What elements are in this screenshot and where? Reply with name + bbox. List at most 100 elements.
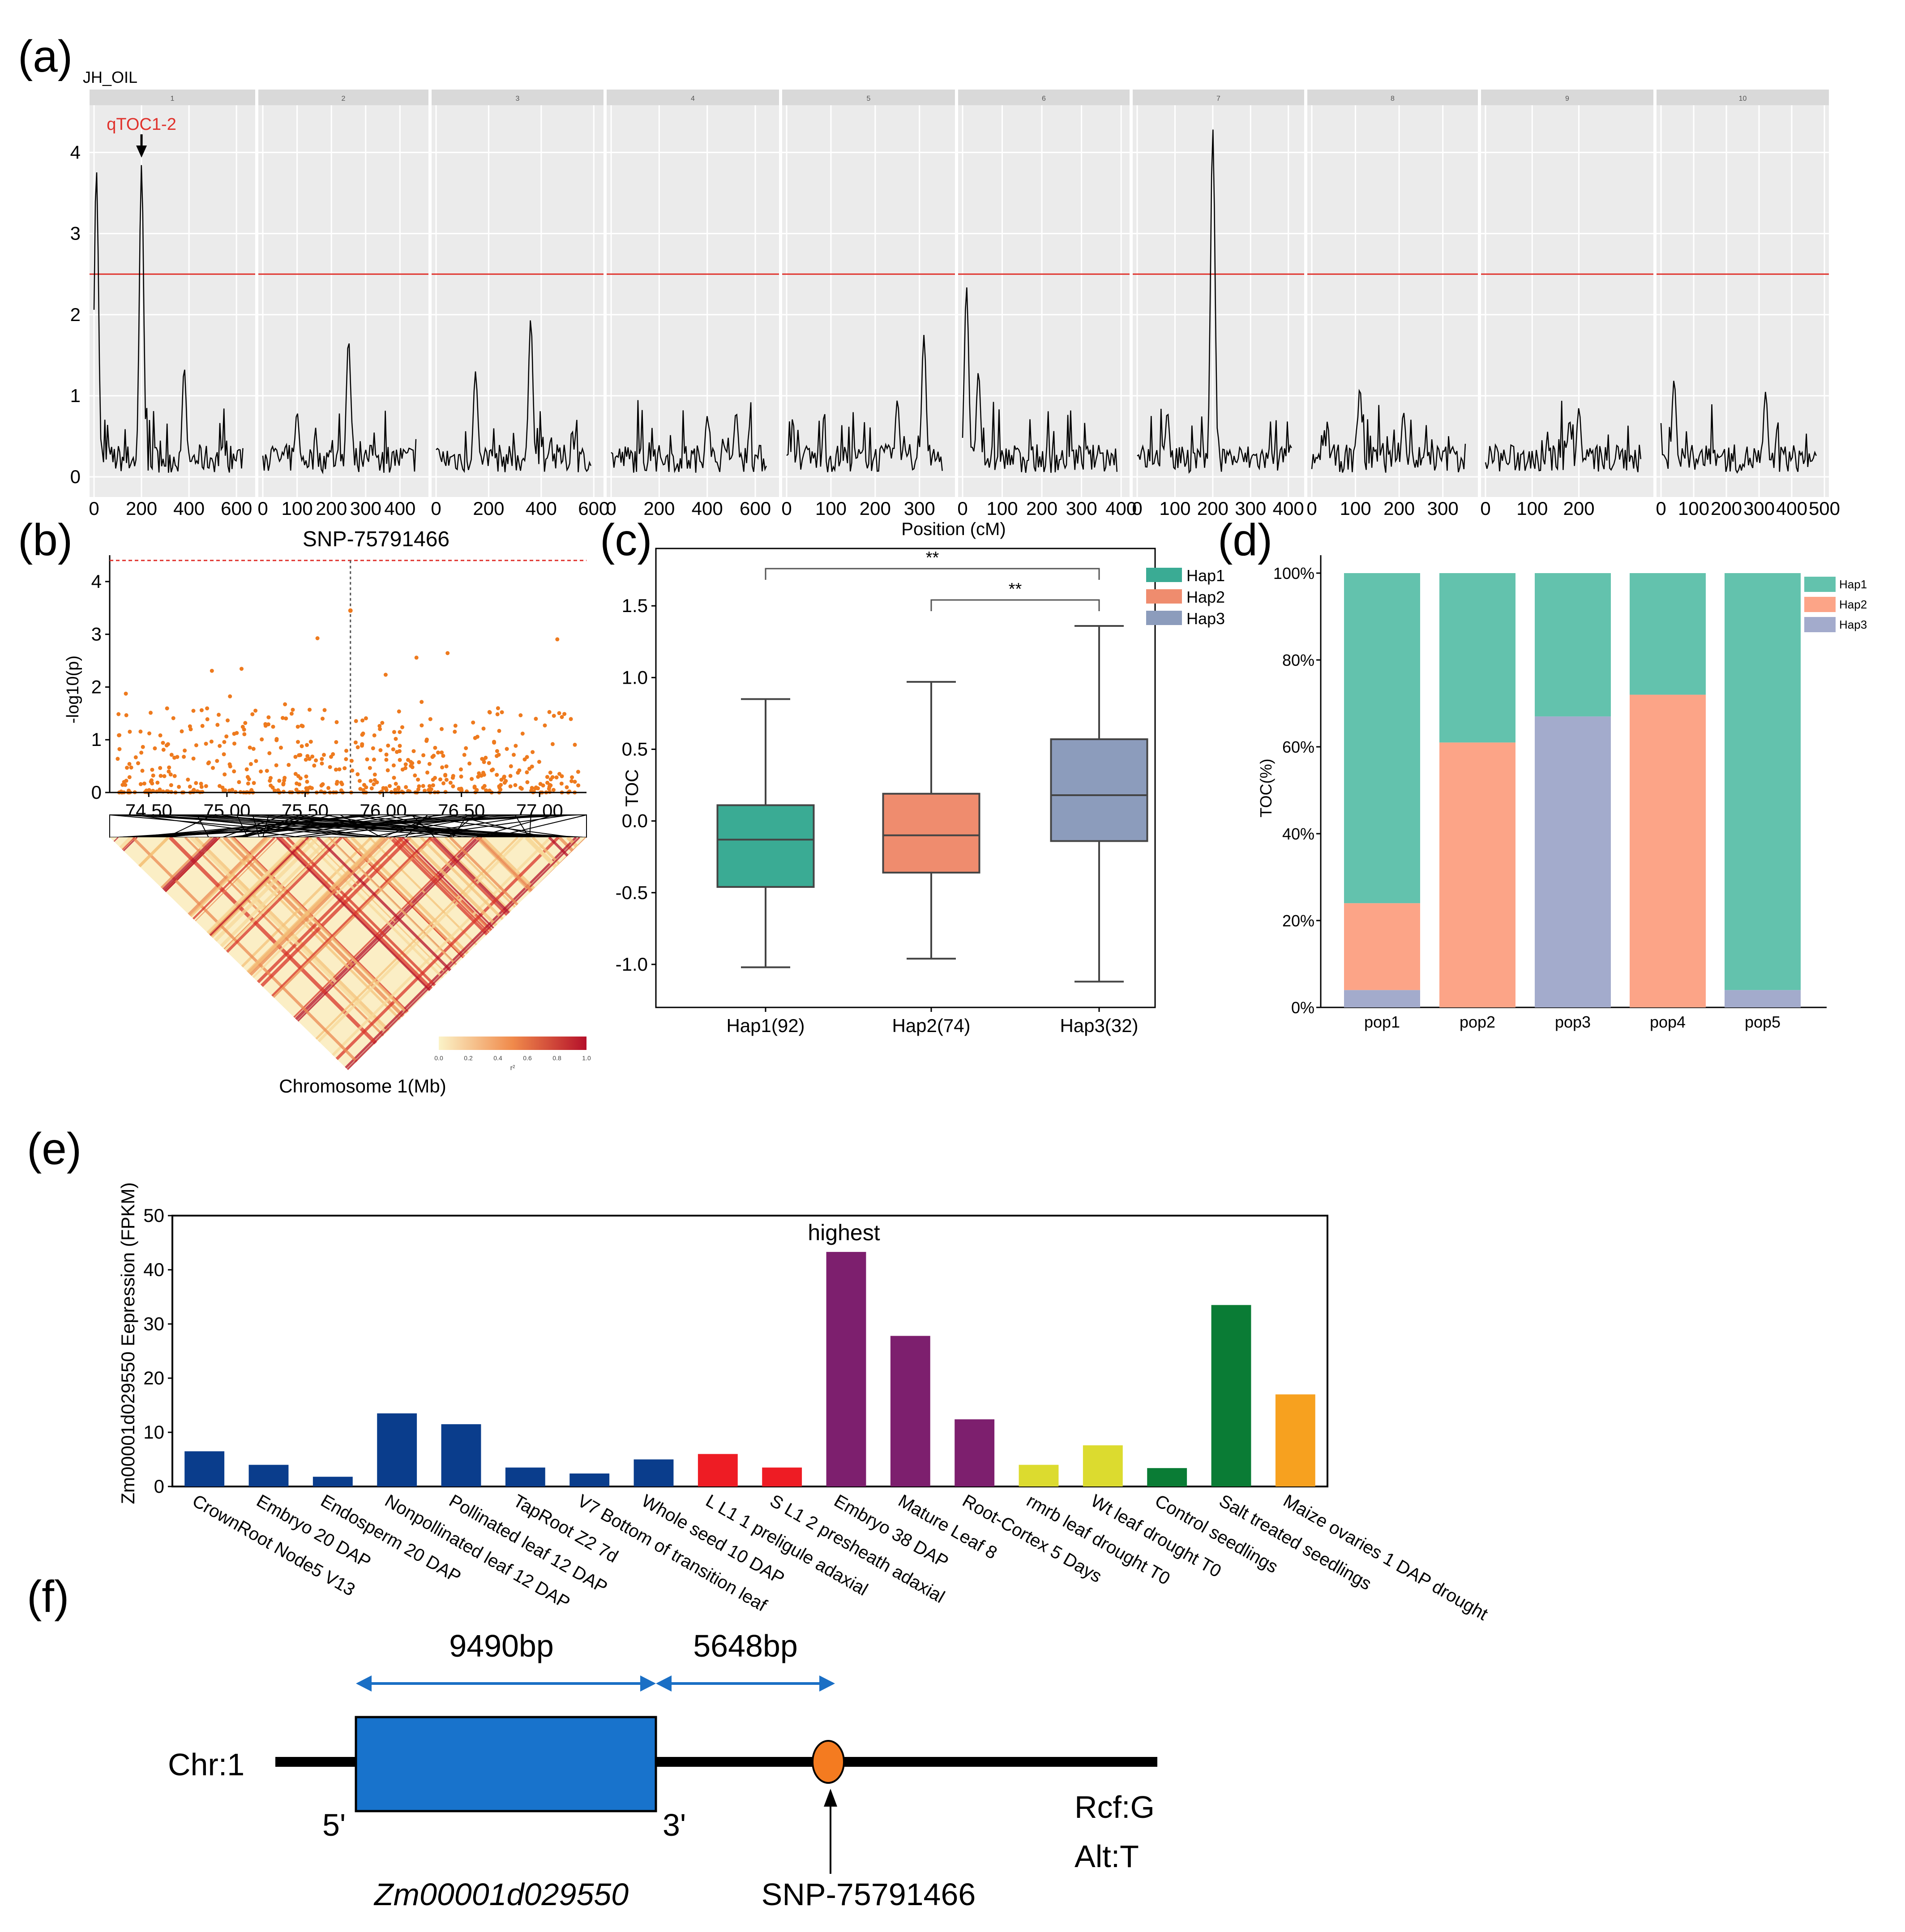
x-tick-label: 0 [781,498,792,519]
snp-point [479,774,484,778]
snp-point [194,781,198,785]
snp-point [116,757,120,761]
snp-point [129,765,133,770]
ld-connector-band [109,814,587,838]
snp-point [355,745,360,750]
chromosome-panel-bg [958,105,1130,497]
y-tick-label: 0 [70,466,81,487]
x-tick-label: 300 [1066,498,1097,519]
snp-point [293,772,298,776]
snp-point [530,786,534,790]
haplotype-frequency-panel: TOC(%) 0% 20% 40% 60% 80% 100% pop1 pop2 pop3 pop… [1257,555,1867,1031]
snp-point [471,720,475,725]
snp-point [354,719,358,723]
qtl-annotation-arrow-head [136,146,147,158]
snp-marker [812,1740,845,1784]
stacked-bar-segment [1725,990,1801,1007]
snp-point [573,780,577,784]
snp-point [497,753,501,757]
snp-point [448,780,453,785]
snp-point [240,667,244,671]
snp-point [263,724,268,728]
snp-point [269,776,273,780]
x-tick-label: 0 [1480,498,1490,519]
snp-point [416,787,420,792]
snp-point [349,758,354,763]
snp-point [226,718,230,723]
chromosome-strip-label: 1 [171,95,175,103]
snp-point [199,781,203,786]
ld-stripe [481,837,586,1070]
y-tick-label: 0 [154,1476,164,1497]
x-tick-label: 100 [1340,498,1371,519]
snp-point [232,769,236,774]
snp-point [440,750,444,755]
snp-point [360,733,364,737]
y-tick-label: 1.5 [622,595,648,616]
ld-legend-tick: 0.8 [552,1054,561,1062]
snp-point [142,781,146,786]
snp-point [440,765,445,770]
snp-point [492,741,497,745]
x-tick-label: pop2 [1460,1013,1495,1031]
y-tick-label: 20% [1282,912,1314,930]
x-tick-label: 200 [643,498,675,519]
gene-structure-panel: 9490bp 5648bp Chr:1 5' 3' Zm00001d029550… [168,1628,1157,1912]
expression-y-axis-title: Zm00001d029550 Eepression (FPKM) [117,1182,138,1504]
snp-point [153,746,157,750]
dist-arrow-1-head-right [640,1675,656,1692]
snp-point [183,748,187,753]
snp-point [194,743,198,747]
dist-arrow-1-head-left [356,1675,372,1692]
snp-point [139,750,144,755]
snp-point [191,709,196,713]
x-tick-label: 100 [1678,498,1709,519]
x-tick-label: 200 [1563,498,1595,519]
legend-label: Hap2 [1839,598,1867,611]
snp-point [321,782,325,786]
snp-point [552,714,556,718]
snp-point [453,729,457,734]
expression-bar [248,1465,289,1486]
ld-connector [133,814,300,838]
snp-point [269,784,273,788]
chromosome-strip [1657,90,1829,105]
y-tick-label: -0.5 [616,882,648,903]
stacked-bar-segment [1439,742,1515,1007]
snp-point [543,723,547,728]
x-tick-label: Hap1(92) [726,1015,805,1036]
y-tick-label: 3 [70,223,81,244]
snp-point [252,781,256,785]
chromosome-strip-label: 3 [516,95,520,103]
alt-allele-label: Alt:T [1075,1839,1139,1874]
snp-point [537,760,541,764]
snp-point [518,713,523,717]
snp-point [416,777,420,782]
snp-point [169,783,173,788]
ld-connector [492,814,587,838]
snp-point [409,760,413,764]
snp-point [277,779,282,783]
gene-body [355,1716,657,1812]
snp-point [444,778,449,782]
snp-point [512,753,516,757]
three-prime-label: 3' [663,1808,686,1842]
five-prime-label: 5' [322,1808,346,1842]
significance-label: ** [1009,580,1022,599]
x-tick-label: 100 [986,498,1018,519]
snp-point [350,768,355,773]
chromosome-strip [1133,90,1304,105]
x-tick-label: pop4 [1650,1013,1686,1031]
ld-stripe [310,837,580,1070]
snp-point [144,788,149,793]
x-tick-label: 0 [1306,498,1317,519]
snp-point [525,780,530,784]
snp-point [191,756,196,761]
snp-point [167,765,171,770]
snp-point [476,775,480,779]
snp-point [155,780,160,785]
ld-connector [118,814,484,838]
ld-legend-label: r² [510,1064,515,1072]
snp-point [223,788,227,793]
ld-legend-tick: 0.6 [523,1054,532,1062]
